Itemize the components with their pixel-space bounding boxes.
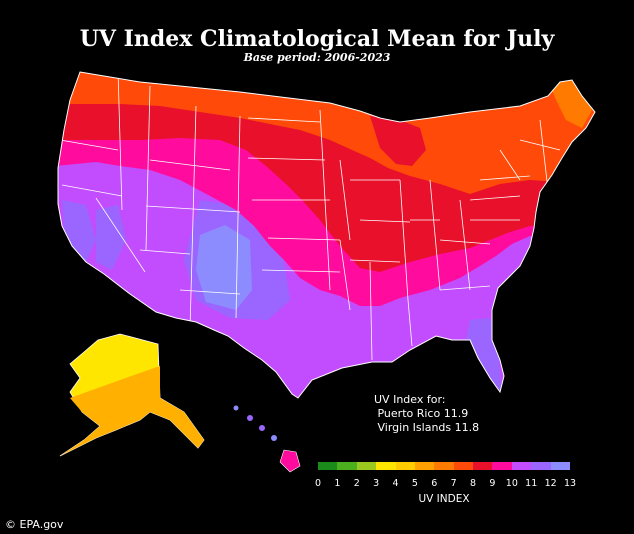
hawaii-island [233,405,239,411]
colorbar-swatch [434,462,455,470]
colorbar-tick-label: 5 [411,478,418,489]
colorbar-swatch [453,462,474,470]
note-virgin-islands: Virgin Islands 11.8 [374,421,480,434]
source-credit: © EPA.gov [5,518,64,531]
colorbar-tick-label: 10 [505,478,518,489]
alaska-south-band [60,366,204,456]
note-puerto-rico: Puerto Rico 11.9 [374,407,469,420]
colorbar-tick-label: 7 [450,478,457,489]
colorbar-tick-label: 13 [563,478,577,489]
hawaii-big-island [279,449,301,473]
colorbar-swatch [414,462,435,470]
colorbar-swatch [395,462,416,470]
colorbar-tick-label: 3 [373,478,380,489]
uv-band-12 [96,205,126,270]
uv-band-9 [370,116,426,166]
colorbar-swatch [337,462,358,470]
colorbar-swatch [511,462,532,470]
colorbar-swatch [550,462,571,470]
colorbar-tick-label: 6 [431,478,438,489]
colorbar-tick-label: 4 [392,478,399,489]
colorbar-tick-label: 12 [544,478,557,489]
colorbar-tick-label: 8 [470,478,477,489]
hawaii-island [247,415,253,421]
map-title: UV Index Climatological Mean for July [79,26,555,52]
hawaii-island [271,435,277,441]
colorbar-swatch [473,462,493,470]
state-boundaries [59,72,561,361]
uv-band-12 [466,318,502,392]
note-heading: UV Index for: [374,393,446,406]
colorbar-swatch [318,462,338,470]
uv-band-13 [196,225,252,310]
colorbar-tick-label: 2 [353,478,360,489]
hawaii-island [259,425,265,431]
territory-uv-note: UV Index for: Puerto Rico 11.9 Virgin Is… [374,393,479,435]
colorbar-tick-label: 0 [314,478,322,489]
colorbar-tick-label: 11 [525,478,538,489]
colorbar-label: UV INDEX [418,493,470,505]
colorbar-swatch [376,462,397,470]
uv-band-9 [58,72,595,272]
map-subtitle: Base period: 2006-2023 [243,51,391,64]
colorbar-swatch [531,462,552,470]
alaska [59,333,205,457]
colorbar-swatch [492,462,513,470]
colorbar-swatch [356,462,377,470]
colorbar-tick-label: 1 [334,478,341,489]
hawaii [233,405,301,473]
colorbar-tick-label: 9 [489,478,496,489]
